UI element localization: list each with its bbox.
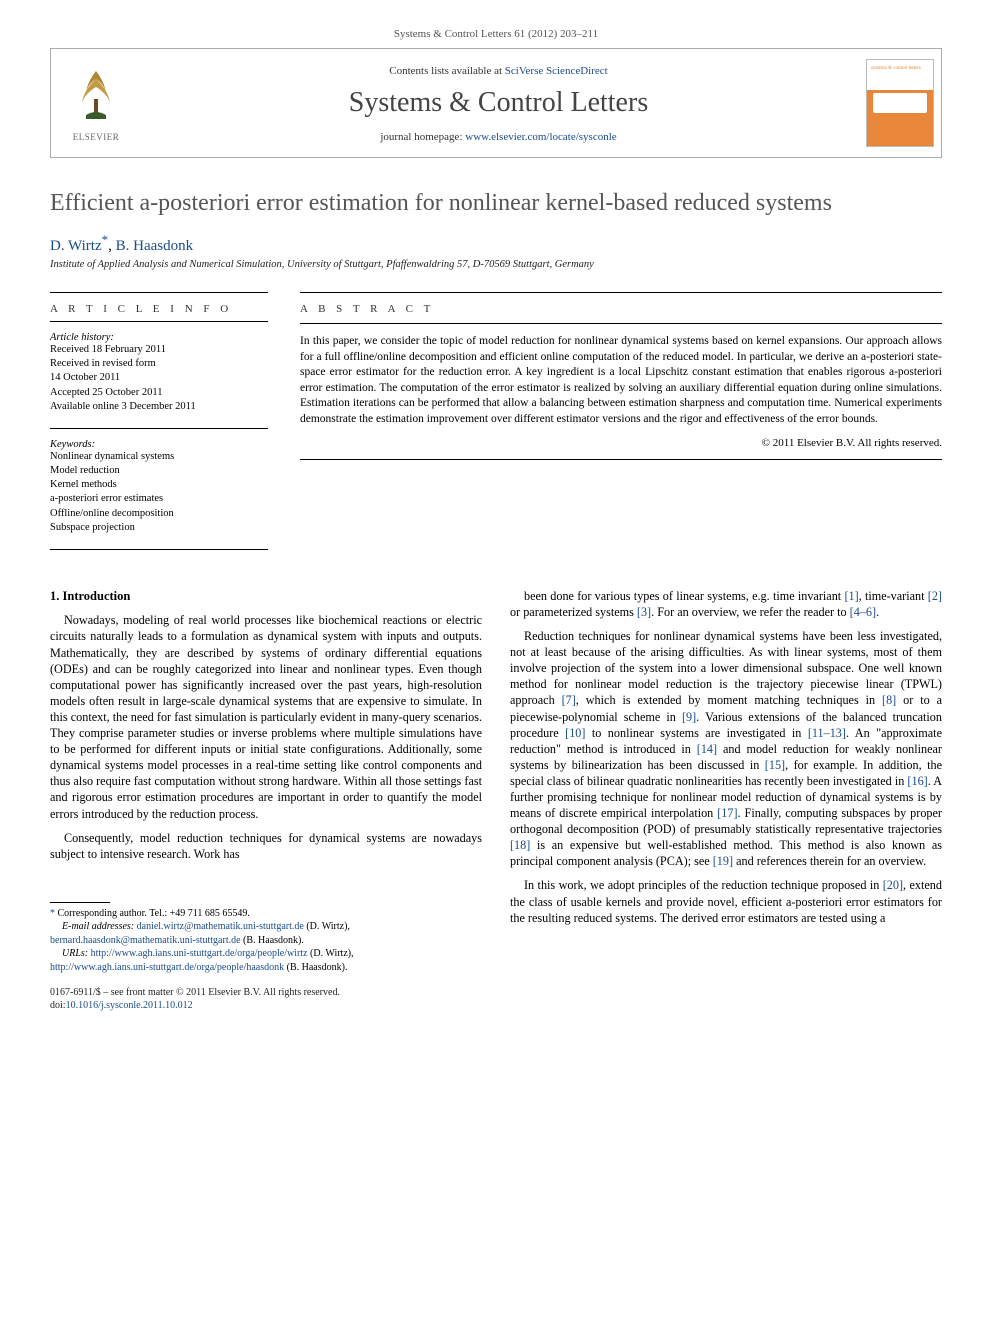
abstract: A B S T R A C T In this paper, we consid… xyxy=(300,286,942,560)
keyword: Nonlinear dynamical systems xyxy=(50,450,268,464)
issn-line: 0167-6911/$ – see front matter © 2011 El… xyxy=(50,986,482,999)
homepage-line: journal homepage: www.elsevier.com/locat… xyxy=(141,131,856,143)
author-link-2[interactable]: B. Haasdonk xyxy=(116,238,194,254)
journal-name: Systems & Control Letters xyxy=(141,87,856,119)
contents-line: Contents lists available at SciVerse Sci… xyxy=(141,65,856,77)
history-line: Received 18 February 2011 xyxy=(50,343,268,357)
abstract-text: In this paper, we consider the topic of … xyxy=(300,334,942,427)
keywords-label: Keywords: xyxy=(50,439,268,450)
body-paragraph: been done for various types of linear sy… xyxy=(510,588,942,620)
footnotes: * Corresponding author. Tel.: +49 711 68… xyxy=(50,902,482,975)
body-columns: 1. Introduction Nowadays, modeling of re… xyxy=(50,588,942,1013)
body-paragraph: Nowadays, modeling of real world process… xyxy=(50,612,482,821)
email-label: E-mail addresses: xyxy=(62,921,134,932)
publisher-name: ELSEVIER xyxy=(59,132,133,142)
keyword: Subspace projection xyxy=(50,521,268,535)
history-line: Available online 3 December 2011 xyxy=(50,400,268,414)
keyword: Model reduction xyxy=(50,464,268,478)
article-info: A R T I C L E I N F O Article history: R… xyxy=(50,286,268,560)
urls-label: URLs: xyxy=(62,948,88,959)
abstract-heading: A B S T R A C T xyxy=(300,303,942,315)
history-line: Received in revised form xyxy=(50,357,268,371)
copyright-line: © 2011 Elsevier B.V. All rights reserved… xyxy=(300,437,942,449)
doi-link[interactable]: 10.1016/j.sysconle.2011.10.012 xyxy=(66,1000,193,1011)
keyword: a-posteriori error estimates xyxy=(50,492,268,506)
keyword: Offline/online decomposition xyxy=(50,507,268,521)
body-paragraph: Reduction techniques for nonlinear dynam… xyxy=(510,628,942,869)
right-column: been done for various types of linear sy… xyxy=(510,588,942,1013)
authors: D. Wirtz*, B. Haasdonk xyxy=(50,232,942,255)
url-link-2[interactable]: http://www.agh.ians.uni-stuttgart.de/org… xyxy=(50,962,284,973)
journal-cover-thumbnail: systems & control letters xyxy=(856,49,941,157)
journal-header: ELSEVIER Contents lists available at Sci… xyxy=(50,48,942,158)
running-head: Systems & Control Letters 61 (2012) 203–… xyxy=(50,28,942,40)
email-link-2[interactable]: bernard.haasdonk@mathematik.uni-stuttgar… xyxy=(50,935,241,946)
author-link-1[interactable]: D. Wirtz xyxy=(50,238,102,254)
body-paragraph: In this work, we adopt principles of the… xyxy=(510,877,942,925)
url-link-1[interactable]: http://www.agh.ians.uni-stuttgart.de/org… xyxy=(91,948,308,959)
homepage-link[interactable]: www.elsevier.com/locate/sysconle xyxy=(465,131,616,143)
affiliation: Institute of Applied Analysis and Numeri… xyxy=(50,259,942,270)
footer-meta: 0167-6911/$ – see front matter © 2011 El… xyxy=(50,986,482,1012)
article-info-heading: A R T I C L E I N F O xyxy=(50,303,268,315)
article-title: Efficient a-posteriori error estimation … xyxy=(50,188,942,218)
sciencedirect-link[interactable]: SciVerse ScienceDirect xyxy=(505,65,608,77)
body-paragraph: Consequently, model reduction techniques… xyxy=(50,830,482,862)
history-line: Accepted 25 October 2011 xyxy=(50,386,268,400)
corresponding-note: Corresponding author. Tel.: +49 711 685 … xyxy=(58,908,250,919)
email-link-1[interactable]: daniel.wirtz@mathematik.uni-stuttgart.de xyxy=(137,921,304,932)
section-heading: 1. Introduction xyxy=(50,588,482,605)
publisher-logo: ELSEVIER xyxy=(51,55,141,152)
elsevier-tree-icon xyxy=(66,65,126,130)
history-line: 14 October 2011 xyxy=(50,371,268,385)
keyword: Kernel methods xyxy=(50,478,268,492)
history-label: Article history: xyxy=(50,332,268,343)
left-column: 1. Introduction Nowadays, modeling of re… xyxy=(50,588,482,1013)
